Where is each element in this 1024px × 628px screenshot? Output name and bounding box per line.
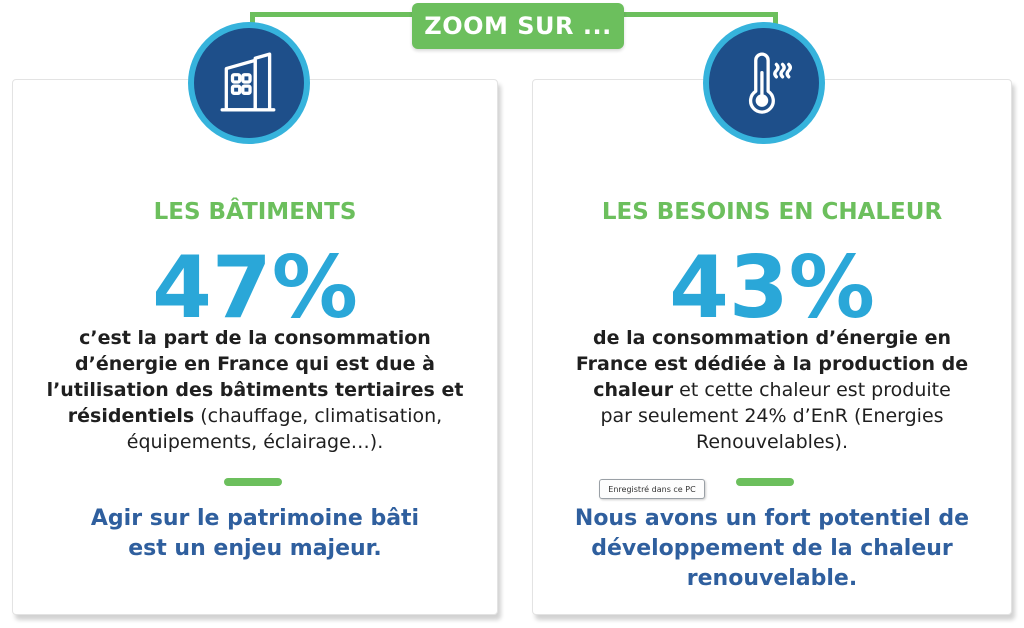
building-icon [220, 52, 276, 112]
conclusion-line: Nous avons un fort potentiel de [574, 506, 970, 531]
thermometer-badge [703, 22, 825, 144]
desc-line: de la consommation d’énergie en [593, 327, 951, 349]
heat-needs-conclusion: Nous avons un fort potentiel de développ… [533, 504, 1011, 594]
desc-line: résidentiels [67, 405, 195, 427]
desc-line: c’est la part de la consommation [79, 327, 431, 349]
heat-needs-description: de la consommation d’énergie en France e… [533, 325, 1011, 455]
heat-needs-title: LES BESOINS EN CHALEUR [601, 199, 943, 225]
conclusion-line: renouvelable. [686, 566, 858, 591]
buildings-description: c’est la part de la consommation d’énerg… [13, 325, 497, 455]
desc-line: Renouvelables). [696, 431, 848, 453]
zoom-header-label: ZOOM SUR ... [424, 12, 612, 40]
building-badge [188, 22, 310, 144]
connector-line-left-horizontal [250, 12, 415, 17]
desc-line: France est dédiée à la production de [575, 353, 969, 375]
conclusion-line: Agir sur le patrimoine bâti [90, 506, 420, 531]
buildings-title: LES BÂTIMENTS [153, 199, 357, 225]
connector-line-right-horizontal [620, 12, 778, 17]
desc-line: par seulement 24% d’EnR (Energies [600, 405, 944, 427]
conclusion-line: développement de la chaleur [591, 536, 953, 561]
thermometer-icon [748, 52, 792, 114]
desc-line: l’utilisation des bâtiments tertiaires e… [46, 379, 464, 401]
heat-needs-card: LES BESOINS EN CHALEUR 43% de la consomm… [532, 79, 1012, 615]
desc-line: d’énergie en France qui est due à [75, 353, 435, 375]
desc-line: (chauffage, climatisation, [194, 405, 443, 427]
separator-bar [736, 478, 794, 486]
buildings-stat: 47% [152, 238, 358, 338]
saved-tooltip: Enregistré dans ce PC [599, 479, 705, 499]
desc-line: chaleur [593, 379, 674, 401]
conclusion-line: est un enjeu majeur. [128, 536, 382, 561]
separator-bar [224, 478, 282, 486]
buildings-card: LES BÂTIMENTS 47% c’est la part de la co… [12, 79, 498, 615]
desc-line: et cette chaleur est produite [673, 379, 951, 401]
buildings-conclusion: Agir sur le patrimoine bâti est un enjeu… [13, 504, 497, 564]
desc-line: équipements, éclairage…). [126, 431, 384, 453]
heat-needs-stat: 43% [669, 238, 875, 338]
zoom-header-tag: ZOOM SUR ... [412, 3, 624, 49]
